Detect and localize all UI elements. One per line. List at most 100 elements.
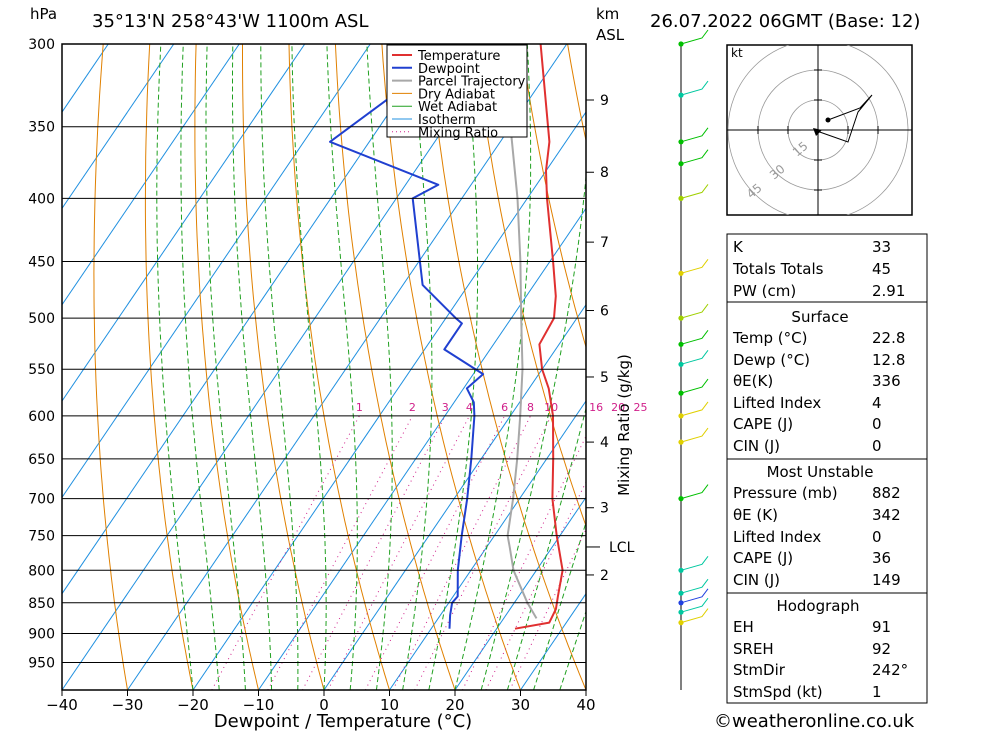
hodograph-unit-label: kt <box>731 46 743 60</box>
mu-cape-value: 36 <box>872 549 891 567</box>
km-tick-label: 5 <box>600 370 609 386</box>
wet-adiabat-line <box>480 171 586 690</box>
legend-entry: Isotherm <box>418 113 476 128</box>
isotherm-line <box>62 44 175 210</box>
wind-barb <box>680 258 709 274</box>
mu-li-value: 0 <box>872 528 882 546</box>
mu-thetae-value: 342 <box>872 506 901 524</box>
wet-adiabat-line <box>180 44 220 690</box>
parcel-trajectory-line <box>493 44 538 619</box>
isotherm-line <box>192 111 586 690</box>
wet-adiabat-line <box>326 44 358 690</box>
surface-cape-value: 0 <box>872 415 882 433</box>
axes: 3003504004505005506006507007508008509009… <box>28 37 634 714</box>
index-tt-label: Totals Totals <box>732 260 824 278</box>
wind-profile <box>678 29 709 690</box>
surface-li-label: Lifted Index <box>733 394 821 412</box>
mixing-ratio-label: 6 <box>501 401 508 414</box>
x-axis-label: Dewpoint / Temperature (°C) <box>214 711 472 732</box>
asl-label: ASL <box>596 26 625 44</box>
mu-title: Most Unstable <box>767 463 874 481</box>
km-tick-label: 7 <box>600 235 609 251</box>
wet-adiabat-line <box>366 44 393 690</box>
hodograph: kt 15 30 45 <box>726 44 913 216</box>
hodo-stmdir-label: StmDir <box>733 661 786 679</box>
mixing-ratio-axis-label: Mixing Ratio (g/kg) <box>615 354 633 496</box>
mixing-ratio-labels: 1 2 3 4 6 8 10 16 20 25 <box>356 401 648 414</box>
isotherm-line <box>62 44 306 402</box>
legend-entry: Temperature <box>417 49 500 64</box>
surface-dewp-value: 12.8 <box>872 351 905 369</box>
mu-pressure-label: Pressure (mb) <box>733 484 838 502</box>
mixing-ratio-label: 4 <box>466 401 473 414</box>
wet-adiabat-line <box>402 44 433 690</box>
index-k-label: K <box>733 238 744 256</box>
isotherm-line <box>62 44 240 306</box>
lcl-label: LCL <box>609 540 635 556</box>
hodo-eh-value: 91 <box>872 618 891 636</box>
copyright-link[interactable]: ©weatheronline.co.uk <box>714 711 915 732</box>
dry-adiabat-line <box>242 44 325 690</box>
km-label: km <box>596 5 619 23</box>
index-k-value: 33 <box>872 238 891 256</box>
hodograph-trace <box>813 94 873 143</box>
indices-table: K 33 Totals Totals 45 PW (cm) 2.91 Surfa… <box>726 233 928 704</box>
pressure-tick-label: 300 <box>28 37 55 53</box>
wind-level-dot <box>678 567 684 573</box>
temperature-tick-label: −30 <box>112 696 144 714</box>
wet-adiabat-line <box>506 406 586 690</box>
temperature-tick-label: 40 <box>576 696 595 714</box>
wind-barb <box>680 149 709 165</box>
hodo-stmspd-label: StmSpd (kt) <box>733 683 823 701</box>
dry-adiabat-line <box>381 44 521 690</box>
temperature-tick-label: 0 <box>319 696 329 714</box>
mixing-ratio-line <box>485 480 586 690</box>
pressure-tick-label: 700 <box>28 492 55 508</box>
pressure-tick-label: 850 <box>28 596 55 612</box>
wet-adiabat-line <box>232 44 273 690</box>
mixing-ratio-label: 2 <box>409 401 416 414</box>
wet-adiabat-line <box>260 44 299 690</box>
temperature-tick-label: 30 <box>511 696 530 714</box>
pressure-tick-label: 950 <box>28 656 55 672</box>
datetime-title: 26.07.2022 06GMT (Base: 12) <box>650 11 920 32</box>
surface-title: Surface <box>791 308 848 326</box>
pressure-tick-label: 600 <box>28 409 55 425</box>
hodograph-start-marker <box>825 117 831 123</box>
mixing-ratio-label: 1 <box>356 401 363 414</box>
mu-thetae-label: θE (K) <box>733 506 778 524</box>
mixing-ratio-label: 20 <box>611 401 625 414</box>
mu-cape-label: CAPE (J) <box>733 549 793 567</box>
wind-level-dot <box>678 600 684 606</box>
temperature-tick-label: 20 <box>445 696 464 714</box>
km-tick-label: 2 <box>600 568 609 584</box>
legend-entry: Wet Adiabat <box>418 100 497 115</box>
wet-adiabat-line <box>205 44 246 690</box>
hodo-params-title: Hodograph <box>776 597 859 615</box>
isotherm-line <box>62 44 371 499</box>
surface-temp-label: Temp (°C) <box>732 329 807 347</box>
wind-barb <box>680 555 709 571</box>
wind-barb <box>680 588 709 604</box>
wind-barb <box>680 597 709 613</box>
wind-barb <box>680 80 709 96</box>
pressure-tick-label: 750 <box>28 529 55 545</box>
pressure-tick-label: 350 <box>28 120 55 136</box>
dry-adiabat-line <box>520 44 586 349</box>
wind-barb <box>680 349 709 365</box>
hodo-stmdir-value: 242° <box>872 661 908 679</box>
wind-barb <box>680 484 709 500</box>
mu-cin-label: CIN (J) <box>733 571 780 589</box>
legend-entry: Dry Adiabat <box>418 87 495 102</box>
temperature-tick-label: −20 <box>177 696 209 714</box>
mixing-ratio-line <box>267 415 413 690</box>
surface-temp-value: 22.8 <box>872 329 905 347</box>
wind-barb <box>680 578 709 594</box>
wind-barb <box>680 608 709 624</box>
isotherm-line <box>454 496 586 690</box>
pressure-tick-label: 900 <box>28 627 55 643</box>
dry-adiabat-line <box>93 44 128 690</box>
isotherm-line <box>258 207 586 690</box>
